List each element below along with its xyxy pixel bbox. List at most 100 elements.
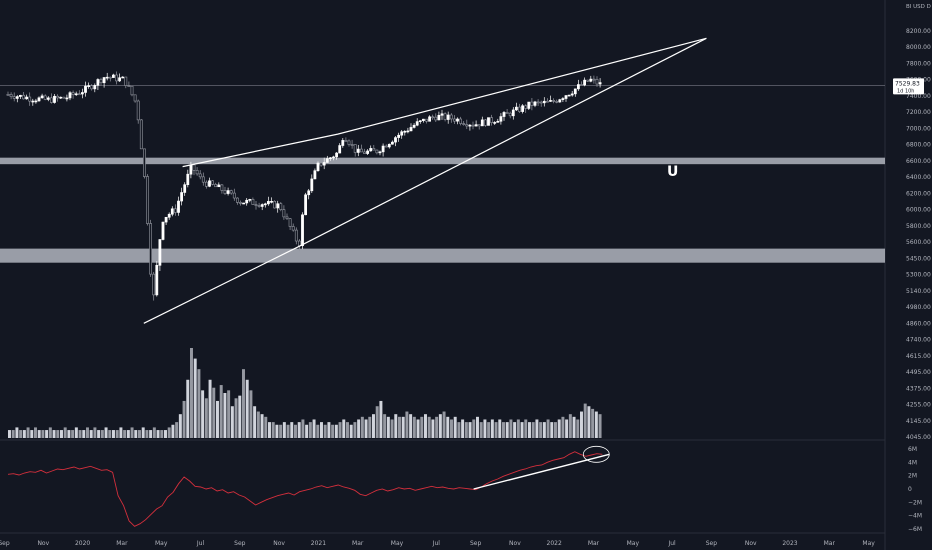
candle-body (356, 148, 360, 153)
volume-bar (178, 414, 182, 438)
volume-bar (364, 419, 368, 438)
last-price-tag[interactable]: 7529.83 1d 10h (893, 78, 924, 95)
price-tick-label: 5300.00 (906, 272, 931, 279)
candle-body (561, 98, 565, 100)
candle-body (397, 134, 401, 138)
volume-bar (331, 424, 335, 438)
indicator-tick-label: 0 (908, 486, 912, 493)
wedge-upper-line[interactable] (182, 37, 707, 168)
candle-body (325, 158, 329, 163)
volume-bar (505, 422, 509, 438)
candle-body (12, 96, 16, 99)
candle-body (257, 205, 261, 207)
indicator-axis-ticks: 6M 4M 2M 0 −2M −4M −6M (908, 446, 922, 533)
volume-bar (457, 422, 461, 438)
candle-body (108, 76, 112, 79)
candle-body (276, 203, 280, 209)
candle-body (384, 145, 388, 148)
candle-body (316, 162, 320, 171)
support-zone-band[interactable] (0, 157, 885, 165)
volume-bar (190, 348, 193, 438)
candle-body (282, 209, 286, 218)
candle-body (155, 265, 159, 296)
candle-body (474, 124, 478, 127)
candle-body (344, 140, 348, 142)
volume-bar (249, 390, 253, 438)
volume-bar (405, 411, 409, 438)
volume-bar (253, 406, 257, 438)
volume-bar (100, 430, 104, 438)
volume-bar (271, 422, 275, 438)
time-tick-label: May (862, 540, 875, 547)
candle-body (105, 76, 109, 79)
candle-body (15, 96, 19, 99)
volume-bar (204, 398, 208, 438)
candle-body (353, 144, 357, 153)
candle-body (310, 178, 314, 192)
volume-bar (171, 424, 175, 438)
volume-bar (86, 427, 89, 438)
time-tick-label: Sep (706, 540, 718, 547)
support-zone-band[interactable] (0, 248, 885, 263)
last-price-tag-bg (893, 78, 924, 95)
time-tick-label: Mar (824, 540, 836, 547)
candle-body (9, 94, 13, 98)
volume-bar (509, 419, 513, 438)
volume-bar (390, 419, 394, 438)
candle-body (369, 148, 373, 152)
candle-body (387, 143, 391, 148)
volume-bar (312, 419, 316, 438)
volume-bar (138, 430, 141, 438)
candle-body (242, 202, 246, 205)
candle-body (462, 123, 466, 125)
indicator-line (7, 451, 603, 527)
volume-bar (167, 427, 171, 438)
candle-body (201, 176, 205, 183)
candle-body (65, 97, 69, 100)
volume-bar (164, 430, 167, 438)
volume-bar (531, 422, 535, 438)
volume-bar (156, 430, 160, 438)
time-tick-label: Sep (470, 540, 482, 547)
volume-bar (431, 419, 435, 438)
candle-body (164, 216, 168, 223)
volume-bar (568, 414, 572, 438)
volume-bar (294, 424, 297, 438)
candle-body (170, 208, 174, 215)
candle-body (294, 229, 298, 242)
candle-body (363, 151, 366, 154)
volume-bar (268, 422, 271, 438)
volume-bar (353, 422, 357, 438)
candle-body (490, 117, 494, 123)
candle-body (93, 85, 97, 90)
candle-body (359, 148, 363, 153)
candle-body (62, 96, 66, 99)
time-tick-label: Nov (509, 540, 521, 547)
time-tick-label: Mar (588, 540, 600, 547)
candle-body (428, 116, 432, 122)
candle-body (232, 192, 236, 199)
volume-bar (338, 422, 342, 438)
volume-bar (60, 430, 63, 438)
price-tick-label: 6800.00 (906, 142, 931, 149)
wedge-lower-line[interactable] (143, 37, 707, 324)
time-tick-label: 2022 (547, 540, 562, 547)
price-tick-label: 7400.00 (906, 93, 931, 100)
volume-bar (383, 414, 387, 438)
candle-body (304, 194, 308, 216)
volume-bar (63, 427, 67, 438)
candle-body (418, 120, 422, 122)
candle-body (530, 101, 534, 106)
candle-body (96, 79, 100, 86)
volume-bar (572, 416, 576, 438)
candle-body (477, 124, 481, 127)
axis-unit-label: BI USD D (906, 4, 931, 10)
candle-body (43, 95, 47, 100)
volume-bar (320, 422, 323, 438)
volume-bar (223, 393, 227, 438)
volume-bar (327, 422, 331, 438)
volume-bar (424, 414, 427, 438)
volume-bar (446, 416, 450, 438)
volume-bar (535, 419, 539, 438)
indicator-highlight-ellipse[interactable] (582, 445, 610, 463)
